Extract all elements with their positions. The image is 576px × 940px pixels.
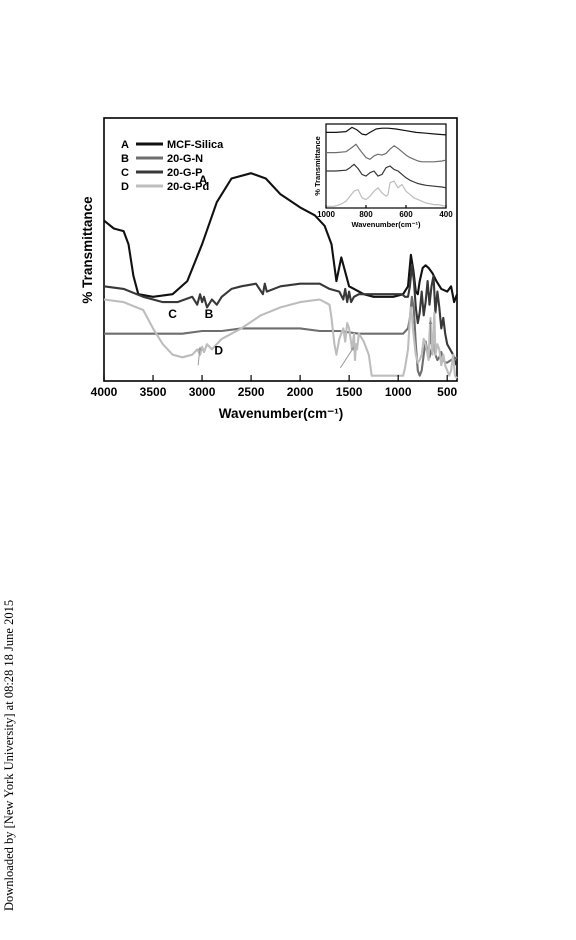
main-y-axis-title: % Transmittance: [80, 196, 95, 304]
legend-letter-d: D: [121, 181, 129, 193]
legend-entry-a: A MCF-Silica: [121, 139, 224, 151]
main-arrows-group: [197, 320, 433, 369]
main-x-ticks: 4000 3500 3000 2500 2000 1500 1000 500: [91, 375, 458, 399]
series-letter-d: D: [214, 344, 223, 358]
main-x-tick-label: 500: [437, 385, 457, 399]
legend-letter-c: C: [121, 167, 129, 179]
main-series-letters: A B C D: [168, 173, 223, 358]
main-x-tick-label: 1500: [336, 385, 363, 399]
annotation-arrow-head: [350, 346, 354, 351]
annotation-arrow-head: [428, 320, 433, 324]
inset-plot-frame: [325, 123, 447, 209]
inset-x-axis-title: Wavenumber(cm⁻¹): [351, 220, 421, 229]
inset-series-group: [326, 126, 447, 207]
inset-series-line-a: [326, 126, 447, 136]
main-x-tick-label: 3000: [189, 385, 216, 399]
main-plot-frame: [103, 117, 458, 382]
inset-x-ticks: 1000 800 600 400: [317, 205, 453, 219]
inset-series-line-d: [326, 180, 447, 207]
legend-label-d: 20-G-Pd: [167, 181, 209, 193]
legend-label-b: 20-G-N: [167, 153, 203, 165]
inset-y-axis-title: % Transmittance: [313, 136, 322, 196]
main-x-tick-label: 2500: [238, 385, 265, 399]
legend-label-a: MCF-Silica: [167, 139, 224, 151]
legend-entry-c: C 20-G-P: [121, 167, 202, 179]
main-x-tick-label: 1000: [385, 385, 412, 399]
main-x-tick-label: 2000: [287, 385, 314, 399]
main-series-line-b: [104, 295, 458, 377]
legend-letter-b: B: [121, 153, 129, 165]
main-x-tick-label: 3500: [140, 385, 167, 399]
download-watermark-text: Downloaded by [New York University] at 0…: [2, 600, 16, 912]
inset-series-line-b: [326, 143, 447, 163]
main-series-line-a: [103, 172, 458, 304]
main-series-line-d: [103, 298, 458, 380]
main-x-axis-title: Wavenumber(cm⁻¹): [219, 406, 343, 421]
legend-entry-d: D 20-G-Pd: [121, 181, 209, 193]
annotation-arrow-head: [197, 346, 202, 351]
inset-x-tick-label: 400: [439, 210, 453, 219]
main-series-group: [103, 172, 458, 380]
legend-label-c: 20-G-P: [167, 167, 202, 179]
inset-series-line-c: [326, 163, 447, 189]
download-watermark: Downloaded by [New York University] at 0…: [2, 600, 16, 940]
series-letter-a: A: [199, 173, 208, 187]
legend-entry-b: B 20-G-N: [121, 153, 203, 165]
inset-x-tick-label: 1000: [317, 210, 335, 219]
legend-letter-a: A: [121, 139, 129, 151]
legend: A MCF-Silica B 20-G-N C 20-G-P D 20-G-Pd: [121, 139, 224, 193]
main-x-tick-label: 4000: [91, 385, 118, 399]
inset-x-tick-label: 600: [399, 210, 413, 219]
main-series-line-c: [103, 264, 458, 366]
inset-x-tick-label: 800: [359, 210, 373, 219]
series-letter-c: C: [168, 307, 177, 321]
annotation-arrow-shaft: [339, 346, 355, 369]
series-letter-b: B: [205, 307, 214, 321]
